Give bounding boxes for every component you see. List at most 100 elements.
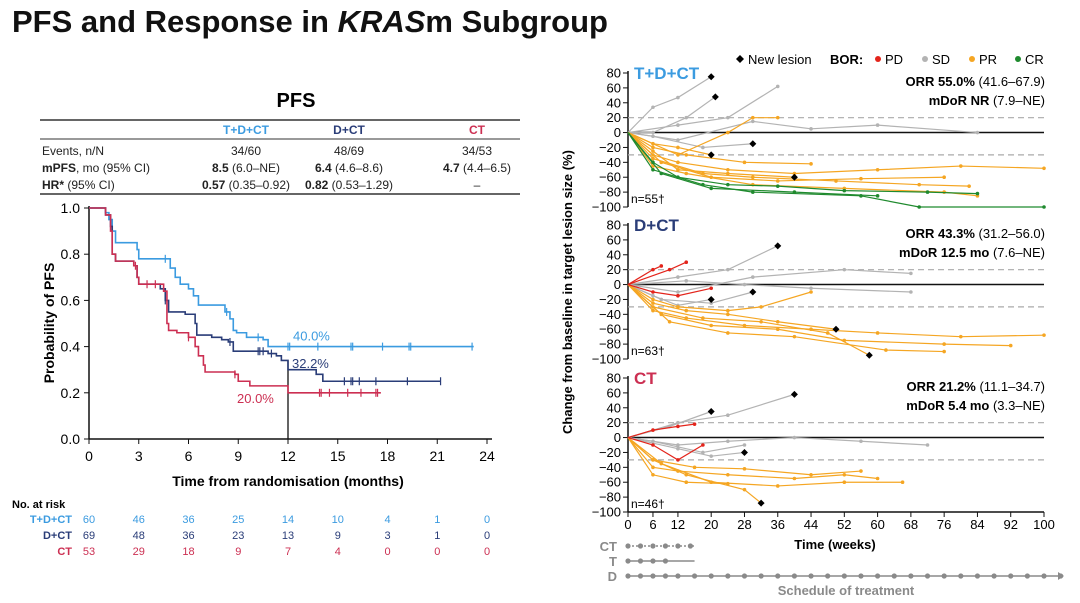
dose-dot bbox=[691, 573, 698, 579]
column-header: T+D+CT bbox=[223, 123, 270, 137]
landmark-label-dct: 32.2% bbox=[292, 356, 329, 371]
x-tick-label: 24 bbox=[479, 448, 495, 464]
dor-text-rest: (7.9–NE) bbox=[989, 93, 1045, 108]
row-label-bold: HR* bbox=[42, 178, 64, 192]
landmark-label-ct: 20.0% bbox=[237, 391, 274, 406]
dose-dot bbox=[625, 573, 631, 579]
assessment-point bbox=[676, 458, 680, 462]
n-label: n=55† bbox=[631, 192, 665, 206]
patient-line-pr bbox=[627, 437, 903, 487]
patient-line-sd bbox=[627, 436, 745, 454]
y-tick-label: 40 bbox=[607, 400, 621, 415]
y-tick-label: 80 bbox=[607, 66, 621, 81]
patient-line-sd bbox=[627, 284, 712, 307]
assessment-point bbox=[742, 443, 747, 447]
legend-dot-pd-icon bbox=[875, 56, 881, 62]
assessment-point bbox=[684, 115, 689, 120]
x-tick-label: 6 bbox=[185, 448, 193, 464]
assessment-point bbox=[651, 167, 655, 172]
assessment-point bbox=[809, 472, 813, 477]
assessment-point bbox=[667, 319, 672, 324]
table-cell-rest: (4.4–6.5) bbox=[460, 161, 511, 175]
assessment-point bbox=[1008, 343, 1013, 348]
row-label-rest: (95% CI) bbox=[64, 178, 115, 192]
assessment-point bbox=[917, 205, 921, 209]
patient-line-sd bbox=[627, 131, 753, 149]
dose-dot bbox=[1058, 573, 1064, 579]
assessment-point bbox=[726, 167, 730, 172]
assessment-point bbox=[651, 428, 655, 432]
dose-dot bbox=[741, 573, 748, 579]
assessment-point bbox=[942, 349, 946, 354]
new-lesion-marker bbox=[707, 151, 715, 159]
y-tick-label: 0 bbox=[614, 125, 621, 140]
assessment-point bbox=[651, 465, 655, 470]
assessment-point bbox=[917, 182, 921, 187]
y-tick-label: −20 bbox=[599, 292, 621, 307]
assessment-point bbox=[825, 331, 830, 335]
dose-dot bbox=[825, 573, 831, 579]
legend: New lesion BOR: PD SD PR CR bbox=[736, 52, 1044, 67]
assessment-point bbox=[875, 194, 880, 198]
km-curve-tdct bbox=[89, 207, 474, 348]
new-lesion-diamond-icon bbox=[736, 55, 744, 63]
assessment-point bbox=[809, 286, 813, 291]
assessment-point bbox=[659, 171, 664, 176]
assessment-point bbox=[726, 182, 730, 187]
x-tick-label: 15 bbox=[330, 448, 346, 464]
km-curve-dct bbox=[89, 207, 441, 383]
dose-dot bbox=[637, 543, 644, 549]
dose-dot bbox=[650, 573, 656, 579]
assessment-point bbox=[875, 331, 880, 335]
patient-line-sd bbox=[627, 85, 779, 134]
orr-text-rest: (41.6–67.9) bbox=[975, 74, 1045, 89]
assessment-point bbox=[651, 293, 655, 298]
at-risk-value: 14 bbox=[282, 514, 294, 526]
assessment-point bbox=[742, 467, 747, 471]
table-cell-bold: 6.4 bbox=[315, 161, 332, 175]
assessment-point bbox=[742, 282, 747, 287]
patient-line-sd bbox=[627, 436, 745, 457]
table-cell-rest: (0.53–1.29) bbox=[328, 178, 393, 192]
assessment-point bbox=[925, 443, 930, 447]
assessment-point bbox=[775, 184, 780, 188]
row-label: mPFS, mo (95% CI) bbox=[42, 161, 150, 175]
assessment-point bbox=[676, 123, 680, 127]
assessment-point bbox=[651, 156, 655, 161]
y-tick-label: 0 bbox=[614, 430, 621, 445]
dose-dot bbox=[675, 543, 681, 549]
pfs-table: PFS T+D+CT D+CT CT Events, n/N 34/60 48/69 34/… bbox=[40, 90, 520, 195]
assessment-point bbox=[692, 422, 697, 426]
at-risk-value: 25 bbox=[232, 514, 244, 526]
dose-dot bbox=[775, 573, 781, 579]
dor-text-bold: mDoR NR bbox=[929, 93, 990, 108]
x-tick-label: 6 bbox=[649, 517, 656, 532]
y-tick-label: −40 bbox=[599, 155, 621, 170]
y-axis-title: Probability of PFS bbox=[41, 263, 57, 384]
assessment-point bbox=[676, 138, 680, 142]
at-risk-value: 69 bbox=[83, 530, 95, 542]
assessment-point bbox=[775, 179, 780, 183]
y-tick-label: 0.2 bbox=[61, 385, 81, 401]
table-cell-rest: (6.0–NE) bbox=[229, 161, 280, 175]
assessment-point bbox=[751, 275, 755, 279]
assessment-point bbox=[726, 308, 730, 313]
assessment-point bbox=[684, 480, 689, 485]
assessment-point bbox=[701, 145, 705, 150]
y-tick-label: −60 bbox=[599, 170, 621, 185]
table-cell: 48/69 bbox=[334, 144, 364, 158]
new-lesion-marker bbox=[749, 288, 757, 296]
x-tick-label: 28 bbox=[737, 517, 751, 532]
assessment-point bbox=[759, 305, 763, 309]
new-lesion-marker bbox=[707, 73, 715, 81]
assessment-point bbox=[792, 334, 797, 339]
y-tick-label: 1.0 bbox=[61, 200, 81, 216]
at-risk-value: 7 bbox=[285, 546, 291, 558]
panel-label: T+D+CT bbox=[634, 64, 700, 83]
dose-dot bbox=[662, 558, 669, 564]
dose-dot bbox=[675, 573, 681, 579]
assessment-point bbox=[659, 264, 664, 268]
